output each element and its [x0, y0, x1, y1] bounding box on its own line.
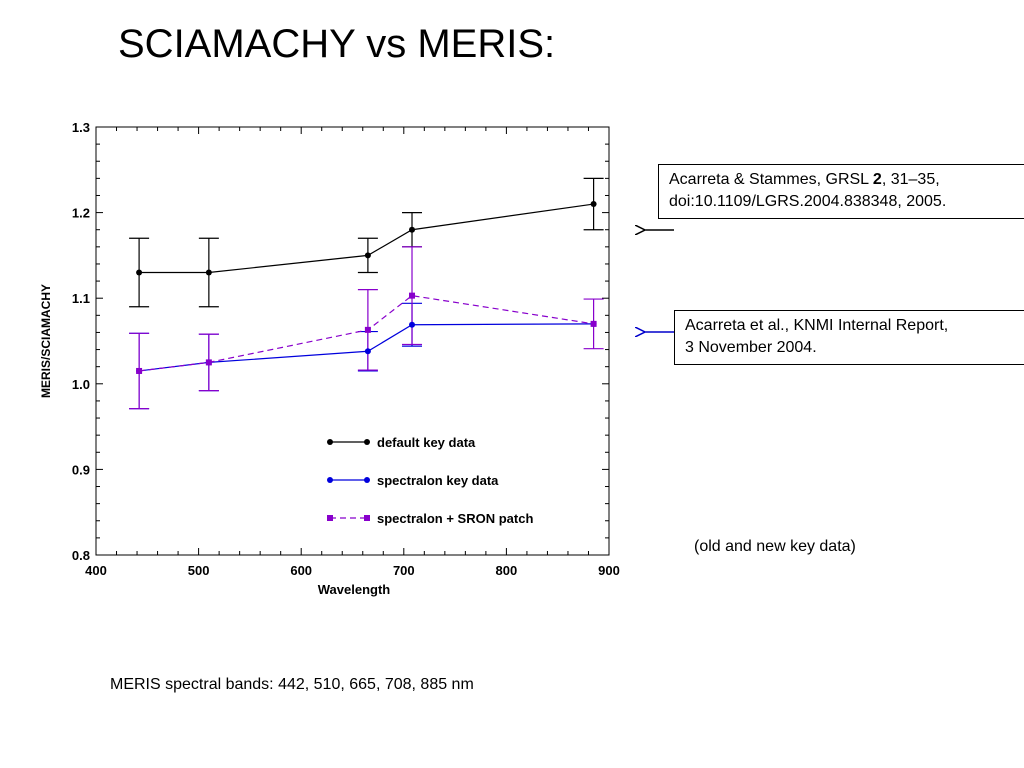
y-axis-label: MERIS/SCIAMACHY — [39, 284, 53, 398]
reference-1-line-1: Acarreta & Stammes, GRSL 2, 31–35, — [669, 171, 940, 188]
data-point — [205, 359, 212, 366]
data-point — [136, 367, 143, 374]
x-tick-label: 800 — [496, 563, 518, 578]
data-point — [364, 326, 371, 333]
legend-label: spectralon + SRON patch — [377, 511, 533, 526]
data-point — [364, 348, 371, 355]
legend-marker — [364, 515, 370, 521]
x-tick-label: 400 — [85, 563, 107, 578]
data-point — [205, 269, 212, 276]
y-tick-label: 1.1 — [72, 291, 90, 306]
data-point — [590, 201, 597, 208]
plot-area-frame — [95, 126, 610, 556]
legend-label: spectralon key data — [377, 473, 499, 488]
reference-1-volume: 2 — [872, 171, 882, 188]
x-axis-label: Wavelength — [318, 582, 391, 597]
reference-1-line-2: doi:10.1109/LGRS.2004.838348, 2005. — [669, 193, 947, 210]
reference-box-knmi: Acarreta et al., KNMI Internal Report, 3… — [674, 310, 1024, 365]
data-point — [136, 269, 143, 276]
slide-title: SCIAMACHY vs MERIS: — [118, 22, 556, 66]
x-tick-label: 600 — [290, 563, 312, 578]
legend-marker — [327, 515, 333, 521]
x-tick-label: 900 — [598, 563, 620, 578]
data-point — [409, 292, 416, 299]
x-tick-label: 700 — [393, 563, 415, 578]
data-point — [409, 226, 416, 233]
y-tick-label: 1.2 — [72, 206, 90, 221]
legend-marker — [327, 477, 333, 483]
data-point — [409, 321, 416, 328]
meris-bands-footer: MERIS spectral bands: 442, 510, 665, 708… — [110, 676, 474, 693]
legend-label: default key data — [377, 435, 476, 450]
y-tick-label: 1.0 — [72, 377, 90, 392]
reference-2-line-2: 3 November 2004. — [685, 339, 817, 356]
reference-box-grsl: Acarreta & Stammes, GRSL 2, 31–35, doi:1… — [658, 164, 1024, 219]
data-point — [364, 252, 371, 259]
reference-2-line-1: Acarreta et al., KNMI Internal Report, — [685, 317, 949, 334]
key-data-note: (old and new key data) — [694, 538, 856, 555]
y-tick-label: 0.9 — [72, 462, 90, 477]
legend-marker — [364, 439, 370, 445]
x-tick-label: 500 — [188, 563, 210, 578]
legend-marker — [327, 439, 333, 445]
y-tick-label: 0.8 — [72, 548, 90, 563]
legend-marker — [364, 477, 370, 483]
data-point — [590, 320, 597, 327]
y-tick-label: 1.3 — [72, 120, 90, 135]
